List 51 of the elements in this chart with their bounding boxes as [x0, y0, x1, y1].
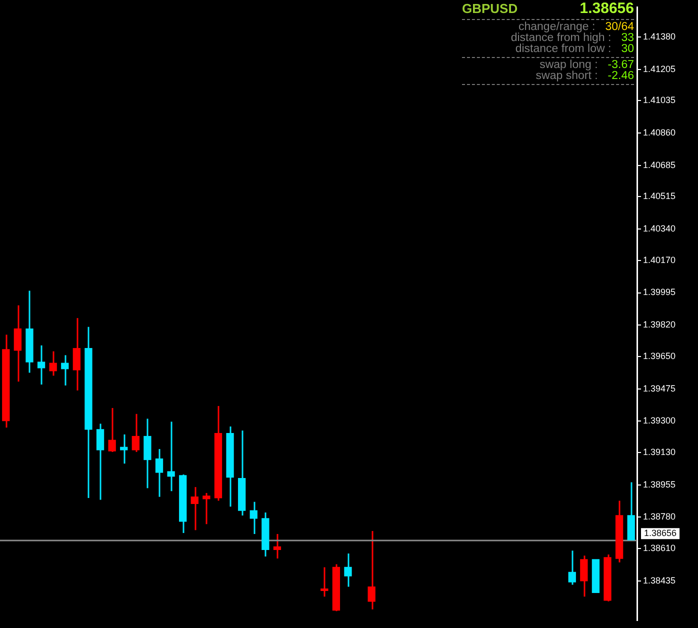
candlestick	[14, 304, 22, 382]
y-tick-label: 1.39995	[643, 287, 676, 298]
candlestick	[320, 566, 328, 598]
candlestick	[132, 413, 140, 453]
y-tick-label: 1.38435	[643, 575, 676, 586]
y-tick-label: 1.38780	[643, 512, 676, 522]
candlestick	[61, 354, 69, 386]
annotation: -2.46	[608, 70, 634, 82]
candlestick	[250, 501, 258, 535]
y-tick-label: 1.39300	[643, 416, 676, 426]
y-tick-label: 1.39475	[643, 383, 676, 394]
annotation: 1.38656	[580, 0, 634, 17]
candlestick	[190, 486, 198, 531]
y-tick-label: 1.38610	[643, 543, 676, 554]
chart-title: GBPUSD	[462, 1, 518, 16]
candlestick	[202, 492, 210, 525]
y-tick-label: 1.38955	[643, 479, 676, 490]
annotation: -3.67	[608, 59, 634, 71]
annotation: change/range :	[518, 21, 596, 33]
candlestick	[344, 552, 352, 588]
annotation: 30	[621, 43, 634, 55]
y-tick-label: 1.41035	[643, 95, 676, 106]
candlestick	[37, 344, 46, 386]
y-tick-label: 1.39650	[643, 350, 676, 361]
ref-line-label: 1.38656	[644, 528, 677, 538]
y-tick-label: 1.41205	[643, 64, 676, 74]
annotation: distance from low :	[514, 43, 612, 55]
y-tick-label: 1.40860	[643, 127, 676, 138]
y-tick-label: 1.40340	[643, 224, 676, 234]
candlestick	[49, 350, 57, 376]
candlestick	[273, 533, 282, 560]
y-tick-label: 1.40685	[643, 160, 676, 170]
annotation: 30/64	[605, 21, 634, 33]
candlestick	[120, 434, 128, 464]
candlestick	[580, 554, 588, 598]
candlestick	[96, 422, 104, 501]
y-tick-label: 1.39130	[643, 447, 676, 458]
candlestick	[167, 420, 175, 492]
candlestick	[368, 530, 376, 610]
annotation: swap short :	[534, 70, 599, 82]
y-tick-label: 1.40515	[643, 191, 676, 202]
candlestick	[155, 448, 164, 498]
candlestick	[72, 317, 81, 392]
candlestick	[568, 550, 576, 586]
annotation: distance from high :	[510, 32, 612, 44]
y-tick-label: 1.41380	[643, 31, 676, 42]
y-tick-label: 1.39820	[643, 320, 676, 330]
annotation: swap long :	[538, 59, 599, 71]
candlestick	[108, 407, 116, 453]
y-tick-label: 1.40170	[643, 254, 676, 265]
annotation: 33	[621, 32, 634, 44]
